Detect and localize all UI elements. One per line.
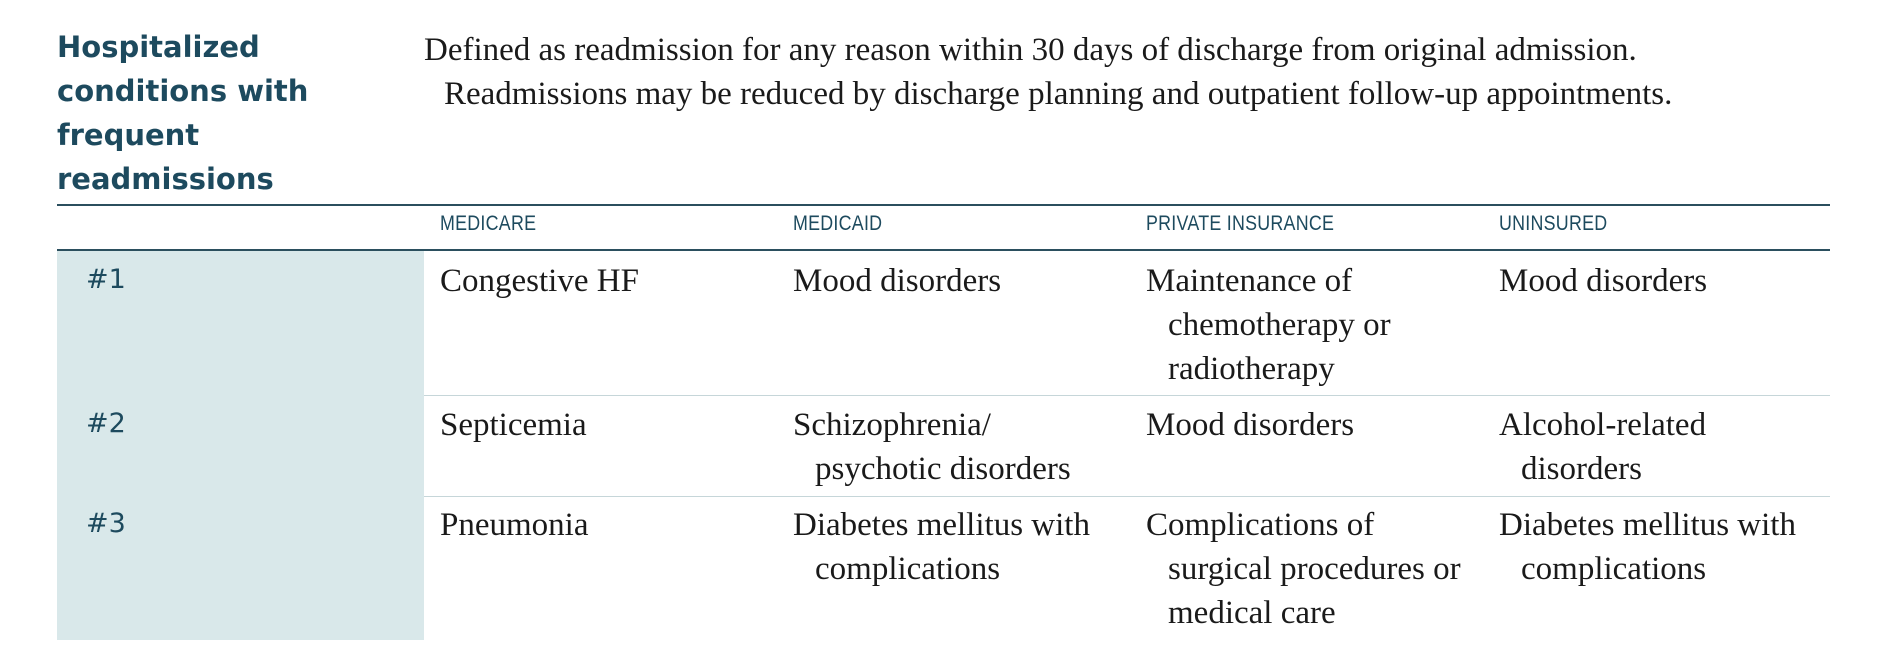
table-cell: Alcohol-related disorders — [1499, 407, 1707, 487]
rank-label: #2 — [86, 408, 126, 439]
table-cell: Mood disorders — [1146, 407, 1355, 443]
table-cell: Diabetes mellitus with complications — [793, 507, 1090, 587]
column-header-uninsured: UNINSURED — [1499, 212, 1608, 235]
header-rule — [57, 249, 1830, 251]
table-top-rule — [57, 204, 1830, 206]
table-cell: Congestive HF — [440, 263, 639, 299]
column-header-medicaid: MEDICAID — [793, 212, 883, 235]
table-cell: Diabetes mellitus with complications — [1499, 507, 1796, 587]
table-cell: Mood disorders — [793, 263, 1002, 299]
row-divider — [424, 496, 1830, 497]
column-header-medicare: MEDICARE — [440, 212, 537, 235]
rank-label: #1 — [86, 264, 126, 295]
table-cell: Pneumonia — [440, 507, 589, 543]
intro-line-2: Readmissions may be reduced by discharge… — [444, 76, 1673, 112]
section-title: Hospitalized conditions with frequent re… — [57, 30, 309, 196]
intro-line-1: Defined as readmission for any reason wi… — [424, 32, 1637, 68]
column-header-private-insurance: PRIVATE INSURANCE — [1146, 212, 1335, 235]
intro-text: Defined as readmission for any reason wi… — [424, 28, 1864, 116]
row-divider — [424, 395, 1830, 396]
table-cell: Complications of surgical procedures or … — [1146, 507, 1461, 631]
table-cell: Mood disorders — [1499, 263, 1708, 299]
rank-column — [57, 251, 424, 640]
rank-label: #3 — [86, 508, 126, 539]
table-cell: Septicemia — [440, 407, 587, 443]
table-cell: Schizophrenia/ psychotic disorders — [793, 407, 1071, 487]
table-cell: Maintenance of chemotherapy or radiother… — [1146, 263, 1391, 387]
